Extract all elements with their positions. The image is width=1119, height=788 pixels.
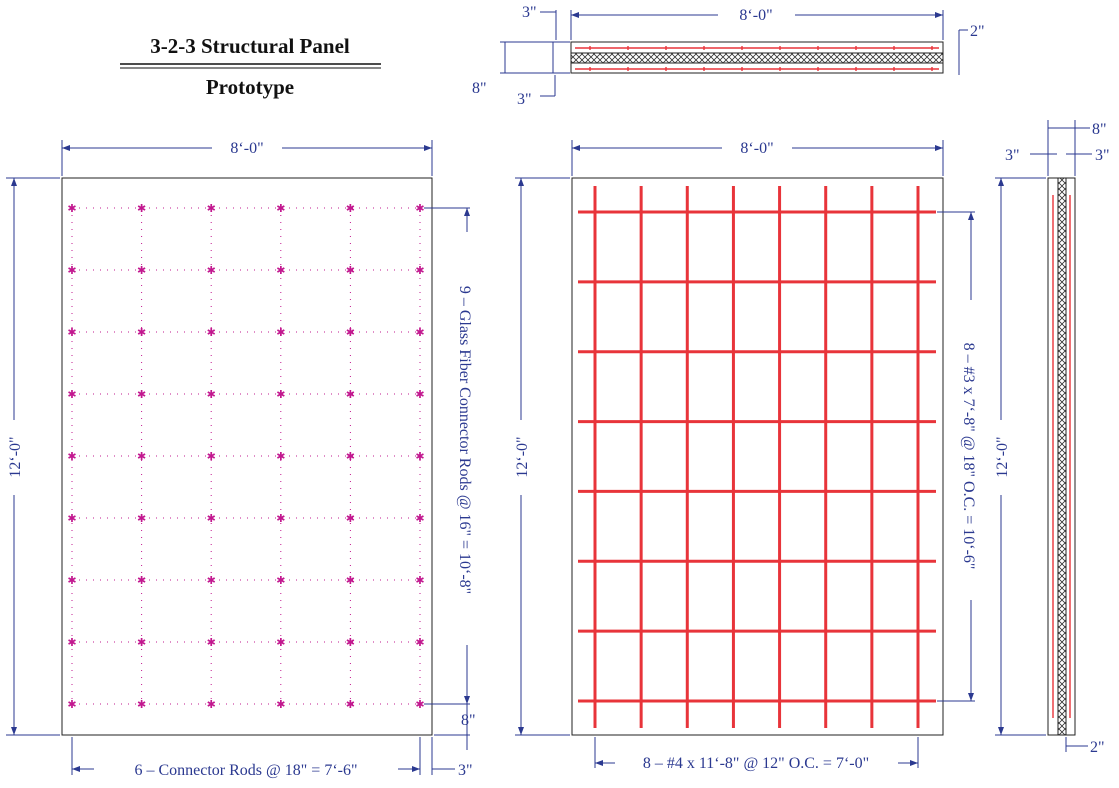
connector-rod: ✱ xyxy=(415,203,424,215)
edge-thickness-label: 8" xyxy=(1092,121,1107,138)
edge-insulation-core xyxy=(1057,177,1067,736)
connector-rod: ✱ xyxy=(276,327,285,339)
section-insulation-core xyxy=(570,52,944,64)
connector-rod: ✱ xyxy=(415,389,424,401)
connector-rod: ✱ xyxy=(67,699,76,711)
title-line-2: Prototype xyxy=(206,75,294,99)
edge-height-label: 12‘-0" xyxy=(994,436,1011,477)
connector-hspace-label: 6 – Connector Rods @ 18" = 7‘-6" xyxy=(134,762,357,779)
connector-rod: ✱ xyxy=(346,203,355,215)
edge-view: 8" 3" 3" 12‘-0" 2" xyxy=(994,120,1110,756)
connector-rod: ✱ xyxy=(67,575,76,587)
section-rebar-ties xyxy=(589,46,933,71)
edge-left-face-label: 3" xyxy=(1005,147,1020,164)
rebar-grid xyxy=(578,186,936,728)
connector-vspace-label: 9 – Glass Fiber Connector Rods @ 16" = 1… xyxy=(456,286,473,594)
connector-rod: ✱ xyxy=(207,389,216,401)
connector-rod: ✱ xyxy=(137,513,146,525)
connector-rod: ✱ xyxy=(137,327,146,339)
section-thickness-label: 8" xyxy=(472,80,487,97)
connector-rod: ✱ xyxy=(276,203,285,215)
connector-rod: ✱ xyxy=(67,327,76,339)
connector-right-edge-label: 3" xyxy=(458,762,473,779)
rebar-vbar-label: 8 – #4 x 11‘-8" @ 12" O.C. = 7‘-0" xyxy=(643,755,869,772)
section-right-offset-label: 2" xyxy=(970,23,985,40)
connector-rod: ✱ xyxy=(346,451,355,463)
connector-rod: ✱ xyxy=(415,451,424,463)
connector-rod: ✱ xyxy=(276,699,285,711)
connector-rod: ✱ xyxy=(346,637,355,649)
section-width-label: 8‘-0" xyxy=(739,7,772,24)
connector-rod: ✱ xyxy=(346,513,355,525)
section-bottom-offset-label: 3" xyxy=(517,91,532,108)
connector-rod: ✱ xyxy=(67,513,76,525)
title-line-1: 3-2-3 Structural Panel xyxy=(150,34,350,58)
section-left-offset-label: 3" xyxy=(522,4,537,21)
rebar-hbar-label: 8 – #3 x 7‘-8" @ 18" O.C. = 10‘-6" xyxy=(960,343,977,570)
connector-rod: ✱ xyxy=(137,699,146,711)
connector-rod: ✱ xyxy=(137,265,146,277)
connector-rod: ✱ xyxy=(346,265,355,277)
connector-rod: ✱ xyxy=(207,699,216,711)
connector-rod: ✱ xyxy=(137,637,146,649)
rebar-panel-outline xyxy=(571,177,944,736)
connector-view: ✱ ✱ ✱ ✱ ✱ ✱ ✱ ✱ ✱ ✱ ✱ ✱ ✱ ✱ ✱ ✱ ✱ ✱ ✱ ✱ ✱ ✱ ✱ ✱ ✱ ✱ ✱ ✱ ✱ ✱ ✱ ✱ ✱ ✱ ✱ ✱ ✱ ✱ ✱ ✱… xyxy=(6,140,476,779)
connector-rod: ✱ xyxy=(207,637,216,649)
title-block: 3-2-3 Structural Panel Prototype xyxy=(120,34,381,99)
connector-rod: ✱ xyxy=(137,451,146,463)
edge-bottom-offset-label: 2" xyxy=(1090,739,1105,756)
connector-rod: ✱ xyxy=(207,451,216,463)
edge-right-face-label: 3" xyxy=(1095,147,1110,164)
connector-rod: ✱ xyxy=(276,265,285,277)
connector-height-label: 12‘-0" xyxy=(7,436,24,477)
connector-rod: ✱ xyxy=(276,451,285,463)
section-view: 8‘-0" 3" 2" 8" 3" xyxy=(472,4,985,108)
connector-rod: ✱ xyxy=(415,575,424,587)
connector-rod: ✱ xyxy=(137,575,146,587)
connector-width-label: 8‘-0" xyxy=(230,140,263,157)
connector-rod: ✱ xyxy=(415,637,424,649)
connector-rod: ✱ xyxy=(415,265,424,277)
rebar-width-label: 8‘-0" xyxy=(740,140,773,157)
connector-rod: ✱ xyxy=(276,389,285,401)
connector-rod: ✱ xyxy=(67,389,76,401)
connector-bottom-edge-label: 8" xyxy=(461,712,476,729)
connector-rod: ✱ xyxy=(67,637,76,649)
connector-rod: ✱ xyxy=(207,265,216,277)
connector-rod: ✱ xyxy=(415,513,424,525)
connector-rod: ✱ xyxy=(137,203,146,215)
connector-rod: ✱ xyxy=(415,699,424,711)
connector-rod: ✱ xyxy=(276,513,285,525)
connector-rod: ✱ xyxy=(415,327,424,339)
connector-rod: ✱ xyxy=(207,203,216,215)
rebar-view: 8‘-0" 12‘-0" 8 – #3 x 7‘-8" @ 18" O.C. =… xyxy=(514,140,977,772)
connector-rod: ✱ xyxy=(67,451,76,463)
connector-rod: ✱ xyxy=(137,389,146,401)
connector-rod: ✱ xyxy=(346,389,355,401)
connector-rod: ✱ xyxy=(207,575,216,587)
connector-rod: ✱ xyxy=(346,575,355,587)
connector-rod: ✱ xyxy=(276,575,285,587)
connector-rod: ✱ xyxy=(346,327,355,339)
connector-rod: ✱ xyxy=(346,699,355,711)
rebar-height-label: 12‘-0" xyxy=(514,436,531,477)
connector-rod: ✱ xyxy=(67,265,76,277)
connector-rod: ✱ xyxy=(207,513,216,525)
connector-rod-grid: ✱ ✱ ✱ ✱ ✱ ✱ ✱ ✱ ✱ ✱ ✱ ✱ ✱ ✱ ✱ ✱ ✱ ✱ ✱ ✱ ✱ ✱ ✱ ✱ ✱ ✱ ✱ ✱ ✱ ✱ ✱ ✱ ✱ ✱ ✱ ✱ ✱ ✱ ✱ ✱… xyxy=(67,203,424,711)
connector-rod: ✱ xyxy=(67,203,76,215)
connector-rod: ✱ xyxy=(207,327,216,339)
connector-rod: ✱ xyxy=(276,637,285,649)
